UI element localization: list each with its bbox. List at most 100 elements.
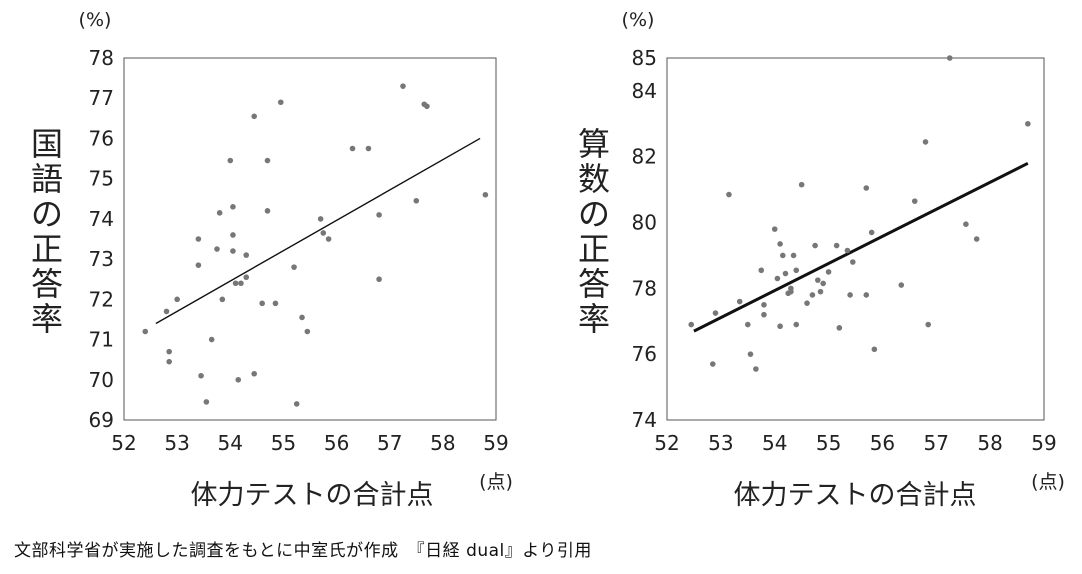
chart2-data-point — [777, 323, 783, 330]
chart1-data-point — [272, 300, 279, 307]
chart1-data-point — [243, 274, 250, 281]
chart2-data-point — [825, 269, 832, 275]
chart1-data-point — [166, 358, 172, 365]
chart2-x-tick-label: 52 — [654, 431, 679, 455]
chart2-x-tick-label: 59 — [1031, 431, 1056, 455]
chart1-data-point — [142, 328, 149, 335]
chart1-data-point — [235, 376, 242, 383]
chart2-data-point — [817, 288, 824, 295]
chart2-data-point — [898, 282, 905, 288]
chart2-data-point — [793, 321, 800, 328]
chart1-data-point — [163, 308, 170, 315]
chart1-data-point — [214, 246, 220, 252]
chart2-data-point — [868, 229, 875, 236]
chart2-data-point — [973, 236, 980, 242]
chart1-data-point — [203, 399, 210, 405]
chart2-data-point — [761, 311, 767, 318]
chart2-y-tick-label: 74 — [632, 408, 657, 432]
chart2-data-point — [736, 298, 743, 305]
chart2-data-point — [788, 285, 794, 292]
chart1-data-point — [230, 204, 236, 210]
chart1-data-point — [243, 252, 250, 258]
chart2-data-point — [758, 267, 765, 274]
chart2-x-tick-label: 56 — [870, 431, 895, 455]
chart1-x-unit: (点) — [479, 471, 513, 493]
chart2-x-tick-label: 57 — [924, 431, 949, 455]
chart1-y-tick-label: 76 — [89, 126, 114, 150]
chart2-y-tick-label: 85 — [632, 46, 657, 70]
chart1-x-tick-label: 53 — [164, 431, 189, 455]
chart1-data-point — [325, 236, 332, 242]
chart2-data-point — [911, 198, 918, 204]
chart2-x-tick-label: 58 — [977, 431, 1002, 455]
chart1-data-point — [208, 336, 215, 343]
chart2-y-tick-label: 76 — [632, 342, 657, 366]
chart1-data-point — [400, 83, 406, 89]
chart1-data-point — [317, 216, 324, 222]
chart2-data-point — [774, 275, 781, 282]
chart1-y-tick-label: 78 — [89, 46, 114, 70]
chart2-trendline — [693, 161, 1029, 333]
chart2-data-point — [747, 351, 754, 357]
chart1-y-axis-label: 国語の正答率 — [31, 125, 63, 338]
chart1-y-tick-label: 75 — [89, 167, 114, 191]
chart2-data-point — [777, 241, 783, 247]
chart2-data-point — [833, 242, 840, 249]
chart1-data-point — [195, 236, 202, 242]
chart2-data-point — [726, 191, 732, 198]
chart1-y-tick-label: 74 — [89, 207, 114, 231]
chart2-y-tick-label: 84 — [632, 79, 657, 103]
chart2-data-point — [688, 321, 695, 328]
chart2-y-tick-label: 82 — [632, 145, 657, 169]
chart2-data-point — [946, 55, 953, 61]
chart2-data-point — [771, 226, 778, 232]
chart2-data-point — [815, 277, 821, 283]
chart1-data-point — [216, 210, 223, 216]
chart2-y-tick-label: 80 — [632, 211, 657, 235]
chart2-data-point — [847, 292, 853, 298]
chart1-data-point — [264, 208, 271, 214]
chart1-data-point — [174, 296, 180, 303]
chart1-data-point — [413, 197, 420, 204]
chart1-data-point — [293, 401, 300, 407]
chart2-x-tick-label: 55 — [816, 431, 841, 455]
chart1-y-tick-label: 69 — [89, 408, 114, 432]
chart1-data-point — [251, 113, 257, 120]
chart2-x-axis-label: 体力テストの合計点 — [734, 480, 977, 511]
chart2-data-point — [925, 321, 932, 328]
chart1-data-point — [227, 157, 234, 164]
chart2-data-point — [712, 310, 719, 316]
chart1-data-point — [232, 280, 239, 287]
chart1-data-point — [365, 145, 372, 152]
chart1-data-point — [424, 103, 430, 110]
chart2-y-unit: (%) — [622, 9, 655, 31]
chart2-data-point — [922, 139, 929, 145]
chart2-data-point — [863, 292, 870, 298]
chart1-data-point — [349, 145, 356, 152]
chart1-x-tick-label: 59 — [483, 431, 508, 455]
chart1-data-point — [264, 157, 271, 164]
chart1-x-tick-label: 58 — [430, 431, 455, 455]
chart2-data-point — [782, 270, 789, 277]
chart1-x-tick-label: 56 — [324, 431, 349, 455]
chart1-y-tick-label: 71 — [89, 328, 114, 352]
chart2-data-point — [798, 181, 805, 188]
chart1-y-tick-label: 70 — [89, 368, 114, 392]
chart2-data-point — [871, 346, 878, 353]
chart2-x-tick-label: 53 — [708, 431, 733, 455]
chart1-x-tick-label: 55 — [271, 431, 296, 455]
chart1-data-point — [482, 191, 489, 198]
chart2-data-point — [809, 292, 816, 298]
chart1-data-point — [230, 232, 236, 238]
chart1-data-point — [376, 276, 382, 283]
chart1-data-point — [198, 372, 204, 379]
chart1-trendline — [155, 137, 481, 325]
chart1-data-point — [291, 264, 297, 270]
chart1-data-point — [376, 212, 382, 218]
chart2-data-point — [753, 366, 759, 372]
chart2-data-point — [709, 361, 716, 367]
chart2-y-tick-label: 78 — [632, 276, 657, 300]
chart2-data-point — [812, 242, 818, 249]
charts-area: 52 53 54 55 56 57 58 59 69 70 71 72 73 74 75 76 77 78 (%) (… — [31, 9, 1065, 511]
chart1-data-point — [277, 99, 284, 106]
